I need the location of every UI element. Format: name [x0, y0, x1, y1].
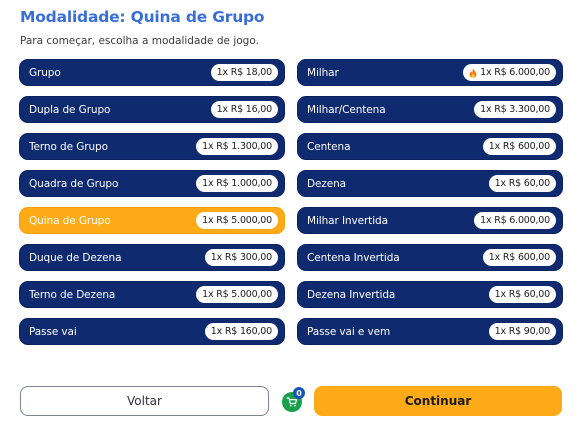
price-pill: 1x R$ 3.300,00: [474, 101, 556, 118]
price-pill: 1x R$ 60,00: [488, 286, 556, 303]
price-text: 1x R$ 600,00: [488, 252, 550, 263]
price-text: 1x R$ 6.000,00: [480, 67, 550, 78]
modality-option[interactable]: Quina de Grupo 1x R$ 5.000,00: [19, 207, 285, 234]
price-text: 1x R$ 18,00: [216, 67, 273, 78]
price-text: 1x R$ 1.300,00: [202, 141, 272, 152]
modality-option[interactable]: Duque de Dezena 1x R$ 300,00: [19, 244, 285, 271]
price-text: 1x R$ 60,00: [494, 289, 551, 300]
modality-option[interactable]: Milhar 1x R$ 6.000,00: [297, 59, 563, 86]
price-pill: 1x R$ 600,00: [482, 249, 556, 266]
modality-option-label: Passe vai e vem: [307, 325, 391, 338]
fire-icon: [469, 68, 477, 78]
price-pill: 1x R$ 600,00: [482, 138, 556, 155]
price-pill: 1x R$ 160,00: [204, 323, 278, 340]
cart-icon: [286, 393, 298, 412]
modality-option-label: Dezena: [307, 177, 347, 190]
price-text: 1x R$ 5.000,00: [202, 215, 272, 226]
modality-option[interactable]: Passe vai 1x R$ 160,00: [19, 318, 285, 345]
modality-option[interactable]: Dezena 1x R$ 60,00: [297, 170, 563, 197]
price-text: 1x R$ 160,00: [210, 326, 272, 337]
modality-option-label: Quina de Grupo: [29, 214, 111, 227]
modality-option-label: Dezena Invertida: [307, 288, 396, 301]
price-pill: 1x R$ 6.000,00: [463, 64, 556, 81]
modality-option-label: Milhar Invertida: [307, 214, 388, 227]
price-text: 1x R$ 1.000,00: [202, 178, 272, 189]
modality-option-label: Duque de Dezena: [29, 251, 122, 264]
modality-option[interactable]: Grupo 1x R$ 18,00: [19, 59, 285, 86]
modality-option-label: Milhar/Centena: [307, 103, 386, 116]
modality-option[interactable]: Dupla de Grupo 1x R$ 16,00: [19, 96, 285, 123]
price-pill: 1x R$ 5.000,00: [196, 286, 278, 303]
modality-option-label: Terno de Dezena: [29, 288, 116, 301]
modality-option[interactable]: Passe vai e vem 1x R$ 90,00: [297, 318, 563, 345]
modality-option[interactable]: Quadra de Grupo 1x R$ 1.000,00: [19, 170, 285, 197]
modality-option[interactable]: Centena Invertida 1x R$ 600,00: [297, 244, 563, 271]
price-pill: 1x R$ 60,00: [488, 175, 556, 192]
price-text: 1x R$ 600,00: [488, 141, 550, 152]
modality-option[interactable]: Centena 1x R$ 600,00: [297, 133, 563, 160]
page-subtitle: Para começar, escolha a modalidade de jo…: [20, 35, 259, 47]
modality-option-label: Passe vai: [29, 325, 77, 338]
modality-option-label: Milhar: [307, 66, 339, 79]
modality-option[interactable]: Terno de Grupo 1x R$ 1.300,00: [19, 133, 285, 160]
modality-option[interactable]: Dezena Invertida 1x R$ 60,00: [297, 281, 563, 308]
price-pill: 1x R$ 5.000,00: [196, 212, 278, 229]
price-pill: 1x R$ 90,00: [488, 323, 556, 340]
modality-option-label: Dupla de Grupo: [29, 103, 111, 116]
modality-option-label: Centena Invertida: [307, 251, 400, 264]
modality-option[interactable]: Terno de Dezena 1x R$ 5.000,00: [19, 281, 285, 308]
price-text: 1x R$ 16,00: [216, 104, 273, 115]
price-pill: 1x R$ 6.000,00: [474, 212, 556, 229]
price-pill: 1x R$ 1.300,00: [196, 138, 278, 155]
price-pill: 1x R$ 1.000,00: [196, 175, 278, 192]
price-text: 1x R$ 90,00: [494, 326, 551, 337]
continue-button[interactable]: Continuar: [314, 386, 562, 416]
modality-option-label: Terno de Grupo: [29, 140, 108, 153]
modality-option-label: Quadra de Grupo: [29, 177, 119, 190]
price-text: 1x R$ 60,00: [494, 178, 551, 189]
price-pill: 1x R$ 300,00: [204, 249, 278, 266]
price-pill: 1x R$ 18,00: [210, 64, 278, 81]
back-button[interactable]: Voltar: [20, 386, 269, 416]
modality-options-grid: Grupo 1x R$ 18,00 Milhar 1x R$ 6.000,00 Dupl…: [19, 59, 563, 345]
price-text: 1x R$ 5.000,00: [202, 289, 272, 300]
price-pill: 1x R$ 16,00: [210, 101, 278, 118]
modality-option-label: Grupo: [29, 66, 61, 79]
price-text: 1x R$ 300,00: [210, 252, 272, 263]
price-text: 1x R$ 6.000,00: [480, 215, 550, 226]
modality-option[interactable]: Milhar/Centena 1x R$ 3.300,00: [297, 96, 563, 123]
modality-option[interactable]: Milhar Invertida 1x R$ 6.000,00: [297, 207, 563, 234]
cart-count-badge: 0: [293, 387, 305, 399]
modality-option-label: Centena: [307, 140, 351, 153]
price-text: 1x R$ 3.300,00: [480, 104, 550, 115]
page-title: Modalidade: Quina de Grupo: [20, 8, 265, 26]
